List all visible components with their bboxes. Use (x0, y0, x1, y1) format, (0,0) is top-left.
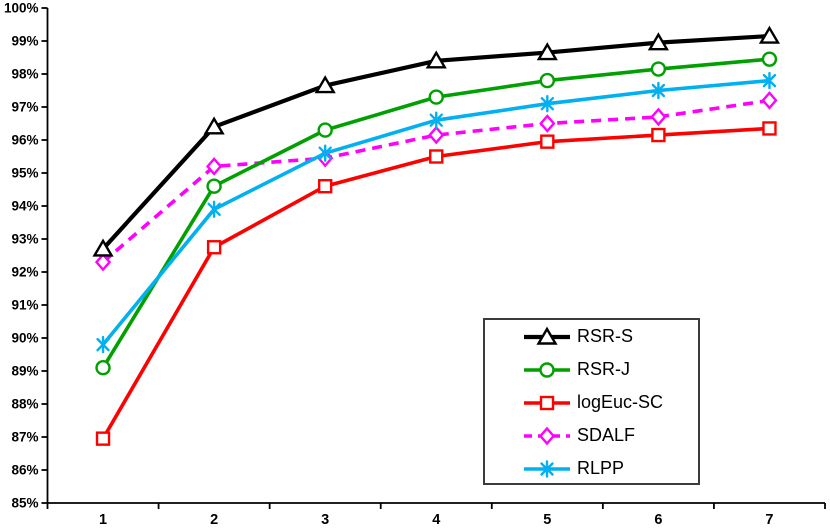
legend-item-rsr-j: RSR-J (485, 353, 698, 386)
legend-line-sample (524, 395, 570, 410)
marker-diamond (428, 125, 445, 145)
y-tick-label: 100% (4, 1, 39, 16)
legend-label: logEuc-SC (577, 392, 664, 412)
x-tick-label: 4 (432, 512, 440, 528)
marker-diamond (539, 114, 556, 133)
marker-circle (539, 361, 555, 378)
marker-star (540, 94, 555, 113)
x-tick-label: 1 (99, 512, 107, 528)
y-tick-label: 96% (11, 133, 38, 148)
marker-triangle (314, 75, 336, 94)
y-tick-label: 93% (11, 232, 38, 247)
series-rsr-j (95, 51, 778, 376)
marker-star (429, 111, 443, 129)
legend-line-sample (524, 326, 570, 345)
legend: RSR-S RSR-J logEuc-SC SDALF RLPP (483, 318, 700, 485)
y-tick-label: 98% (11, 67, 38, 82)
y-tick-label: 87% (11, 430, 38, 445)
y-tick-label: 97% (11, 100, 38, 115)
marker-triangle (536, 326, 558, 345)
y-tick-label: 95% (11, 166, 38, 181)
marker-square (540, 134, 555, 149)
y-tick-label: 90% (11, 331, 38, 346)
legend-item-sdalf: SDALF (485, 419, 698, 452)
marker-triangle (92, 238, 114, 257)
y-tick-label: 88% (11, 397, 38, 412)
marker-diamond (94, 252, 112, 272)
x-tick-label: 5 (543, 512, 551, 528)
marker-circle (317, 122, 333, 138)
marker-square (95, 431, 111, 446)
marker-circle (428, 89, 444, 105)
marker-triangle (536, 42, 558, 61)
x-tick-label: 3 (321, 512, 329, 528)
series-rlpp (96, 71, 777, 354)
legend-line-sample (524, 426, 570, 445)
marker-triangle (758, 25, 781, 44)
marker-square (762, 121, 777, 136)
marker-square (206, 240, 222, 255)
marker-triangle (647, 32, 669, 51)
series-logeuc-sc (95, 121, 777, 446)
marker-diamond (650, 107, 667, 127)
legend-line-sample (524, 361, 570, 378)
legend-line-sample (524, 459, 570, 478)
marker-circle (95, 360, 111, 376)
marker-circle (539, 72, 556, 89)
legend-label: SDALF (577, 425, 636, 445)
marker-diamond (206, 157, 223, 176)
marker-triangle (425, 50, 447, 69)
marker-star (207, 200, 221, 219)
y-tick-label: 85% (11, 496, 38, 511)
x-tick-label: 7 (765, 512, 773, 528)
marker-circle (206, 178, 222, 194)
marker-square (651, 127, 666, 143)
y-tick-label: 92% (11, 265, 38, 280)
y-tick-label: 86% (11, 463, 38, 478)
x-tick-label: 2 (210, 512, 218, 528)
series-rsr-s (92, 25, 781, 257)
legend-item-rsr-s: RSR-S (485, 320, 698, 353)
y-tick-label: 99% (11, 34, 38, 49)
marker-star (318, 144, 332, 162)
marker-square (539, 395, 555, 410)
marker-diamond (538, 426, 556, 445)
x-tick-label: 6 (654, 512, 662, 528)
marker-square (429, 149, 444, 164)
marker-diamond (761, 91, 778, 110)
marker-square (317, 178, 333, 194)
marker-star (651, 81, 666, 100)
marker-star (762, 71, 777, 90)
legend-label: RSR-S (577, 326, 634, 346)
y-tick-label: 94% (11, 199, 38, 214)
marker-circle (650, 61, 667, 77)
legend-label: RSR-J (577, 359, 630, 379)
y-tick-label: 89% (11, 364, 38, 379)
legend-label: RLPP (577, 458, 625, 478)
marker-star (540, 459, 554, 478)
marker-triangle (203, 116, 225, 135)
marker-star (96, 335, 110, 354)
legend-item-rlpp: RLPP (485, 452, 698, 485)
marker-circle (761, 51, 778, 67)
y-tick-label: 91% (11, 298, 38, 313)
legend-item-logeuc-sc: logEuc-SC (485, 386, 698, 419)
